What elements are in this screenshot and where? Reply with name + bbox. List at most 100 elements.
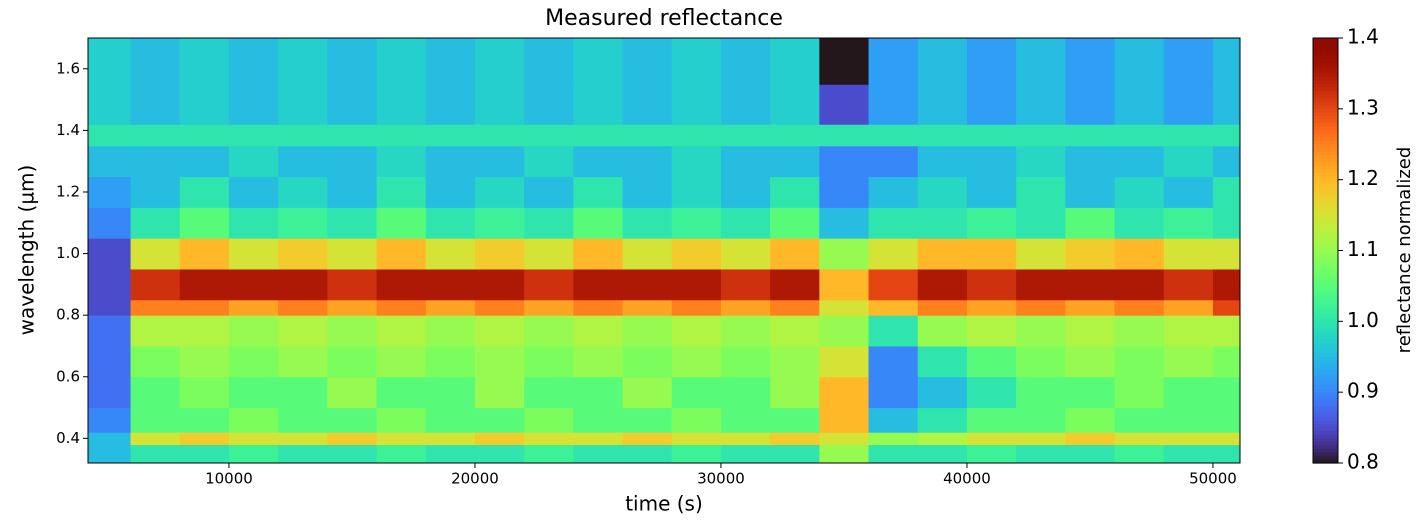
heatmap-cell bbox=[376, 376, 427, 409]
heatmap-cell bbox=[228, 176, 279, 208]
colorbar-step bbox=[1313, 459, 1338, 464]
heatmap-cell bbox=[179, 376, 230, 409]
y-tick-label: 1.4 bbox=[56, 121, 80, 139]
colorbar-step bbox=[1313, 115, 1338, 121]
heatmap-cell bbox=[1016, 84, 1066, 125]
heatmap-cell bbox=[179, 124, 230, 147]
heatmap-cell bbox=[966, 345, 1017, 378]
heatmap-cell bbox=[88, 444, 132, 464]
heatmap-cell bbox=[573, 432, 624, 446]
heatmap-cell bbox=[966, 38, 1017, 85]
heatmap-cell bbox=[819, 268, 870, 301]
x-tick-label: 30000 bbox=[697, 470, 745, 488]
heatmap-cell bbox=[1065, 376, 1116, 409]
heatmap-cell bbox=[917, 176, 968, 208]
heatmap-cell bbox=[1163, 432, 1214, 446]
heatmap-cell bbox=[179, 38, 230, 85]
colorbar-step bbox=[1313, 438, 1338, 443]
heatmap-cell bbox=[720, 444, 771, 464]
heatmap-cell bbox=[573, 268, 624, 301]
colorbar-step bbox=[1313, 455, 1338, 461]
heatmap-cell bbox=[327, 124, 378, 147]
colorbar-step bbox=[1313, 119, 1338, 124]
colorbar-step bbox=[1313, 310, 1338, 315]
heatmap-cell bbox=[179, 299, 230, 316]
heatmap-cell bbox=[1212, 432, 1241, 446]
heatmap-cell bbox=[425, 376, 476, 409]
heatmap-cell bbox=[425, 407, 476, 433]
heatmap-cell bbox=[819, 299, 870, 316]
heatmap-cell bbox=[917, 345, 968, 378]
heatmap-cell bbox=[1016, 444, 1066, 464]
heatmap-cell bbox=[1114, 299, 1165, 316]
colorbar-step bbox=[1313, 246, 1338, 252]
heatmap-cell bbox=[1212, 176, 1241, 208]
heatmap-cell bbox=[1016, 268, 1066, 301]
heatmap-cell bbox=[770, 299, 820, 316]
heatmap-cell bbox=[966, 299, 1017, 316]
colorbar-step bbox=[1313, 356, 1338, 361]
colorbar-step bbox=[1313, 169, 1338, 174]
heatmap-cell bbox=[720, 84, 771, 125]
colorbar-step bbox=[1313, 349, 1338, 354]
heatmap-cell bbox=[376, 432, 427, 446]
heatmap-cell bbox=[819, 407, 870, 433]
heatmap-cell bbox=[179, 407, 230, 433]
heatmap-cell bbox=[770, 38, 820, 85]
heatmap-cell bbox=[1114, 407, 1165, 433]
heatmap-cell bbox=[819, 444, 870, 464]
colorbar-step bbox=[1313, 388, 1338, 393]
heatmap-cell bbox=[720, 176, 771, 208]
heatmap-cell bbox=[425, 124, 476, 147]
heatmap-cell bbox=[671, 238, 722, 270]
colorbar-step bbox=[1313, 360, 1338, 365]
heatmap-cell bbox=[671, 176, 722, 208]
colorbar-step bbox=[1313, 52, 1338, 57]
heatmap-cell bbox=[474, 315, 525, 347]
heatmap-cell bbox=[376, 238, 427, 270]
heatmap-cell bbox=[88, 176, 132, 208]
heatmap-cell bbox=[179, 315, 230, 347]
heatmap-cell bbox=[1114, 176, 1165, 208]
heatmap-cell bbox=[1163, 299, 1214, 316]
heatmap-cell bbox=[1212, 376, 1241, 409]
heatmap-cell bbox=[720, 38, 771, 85]
colorbar-step bbox=[1313, 441, 1338, 446]
heatmap-cell bbox=[868, 38, 919, 85]
heatmap-cell bbox=[425, 315, 476, 347]
heatmap-cell bbox=[1065, 176, 1116, 208]
heatmap-cell bbox=[1016, 315, 1066, 347]
colorbar-step bbox=[1313, 275, 1338, 280]
heatmap-cell bbox=[622, 38, 673, 85]
colorbar-step bbox=[1313, 154, 1338, 160]
heatmap-cell bbox=[622, 299, 673, 316]
colorbar-step bbox=[1313, 296, 1338, 301]
heatmap-cell bbox=[671, 432, 722, 446]
heatmap-cell bbox=[819, 345, 870, 378]
heatmap-cell bbox=[1065, 432, 1116, 446]
heatmap-cell bbox=[868, 176, 919, 208]
heatmap-cell bbox=[1016, 124, 1066, 147]
heatmap-cell bbox=[1065, 84, 1116, 125]
heatmap-cell bbox=[671, 407, 722, 433]
heatmap-cell bbox=[1212, 145, 1241, 178]
heatmap-cell bbox=[228, 124, 279, 147]
heatmap-cell bbox=[1016, 407, 1066, 433]
heatmap-cell bbox=[474, 268, 525, 301]
heatmap-cell bbox=[573, 84, 624, 125]
colorbar-step bbox=[1313, 236, 1338, 241]
heatmap-cell bbox=[1065, 124, 1116, 147]
colorbar-label: reflectance normalized bbox=[1394, 147, 1415, 354]
colorbar-step bbox=[1313, 289, 1338, 294]
heatmap-cell bbox=[917, 38, 968, 85]
colorbar-step bbox=[1313, 452, 1338, 457]
heatmap-cell bbox=[1016, 176, 1066, 208]
heatmap-cell bbox=[88, 432, 132, 446]
colorbar-step bbox=[1313, 76, 1338, 82]
heatmap-cell bbox=[130, 124, 181, 147]
heatmap-cell bbox=[88, 207, 132, 239]
heatmap-cell bbox=[327, 207, 378, 239]
plot-frame bbox=[87, 37, 1241, 464]
heatmap-cell bbox=[228, 432, 279, 446]
